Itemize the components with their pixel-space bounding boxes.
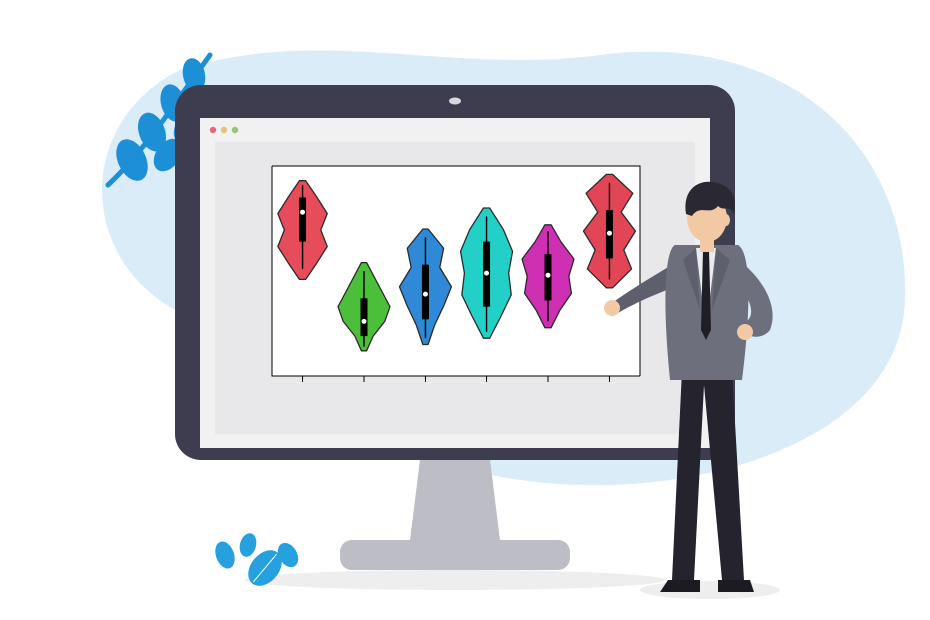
- infographic-scene: [0, 0, 930, 620]
- violin-box: [299, 198, 306, 242]
- hand: [737, 324, 753, 340]
- monitor-neck: [410, 460, 500, 540]
- violin-median: [362, 319, 367, 324]
- monitor-base: [340, 540, 570, 570]
- trousers: [672, 370, 744, 580]
- leaf-icon: [212, 539, 238, 571]
- window-control-dot: [221, 127, 227, 133]
- leaf-icon: [237, 531, 259, 558]
- shoe: [718, 580, 754, 592]
- violin-median: [484, 271, 489, 276]
- violin-box: [361, 298, 368, 336]
- violin-median: [607, 231, 612, 236]
- window-control-dot: [232, 127, 238, 133]
- violin-median: [546, 273, 551, 278]
- hand: [604, 300, 620, 316]
- window-control-dot: [210, 127, 216, 133]
- violin-median: [300, 210, 305, 215]
- ear: [722, 214, 730, 226]
- shoe: [660, 580, 700, 592]
- monitor-shadow: [245, 570, 665, 590]
- chart-background: [272, 166, 640, 376]
- person-shadow: [640, 581, 780, 599]
- camera-icon: [449, 98, 461, 105]
- violin-median: [423, 292, 428, 297]
- violin-chart: [272, 166, 640, 382]
